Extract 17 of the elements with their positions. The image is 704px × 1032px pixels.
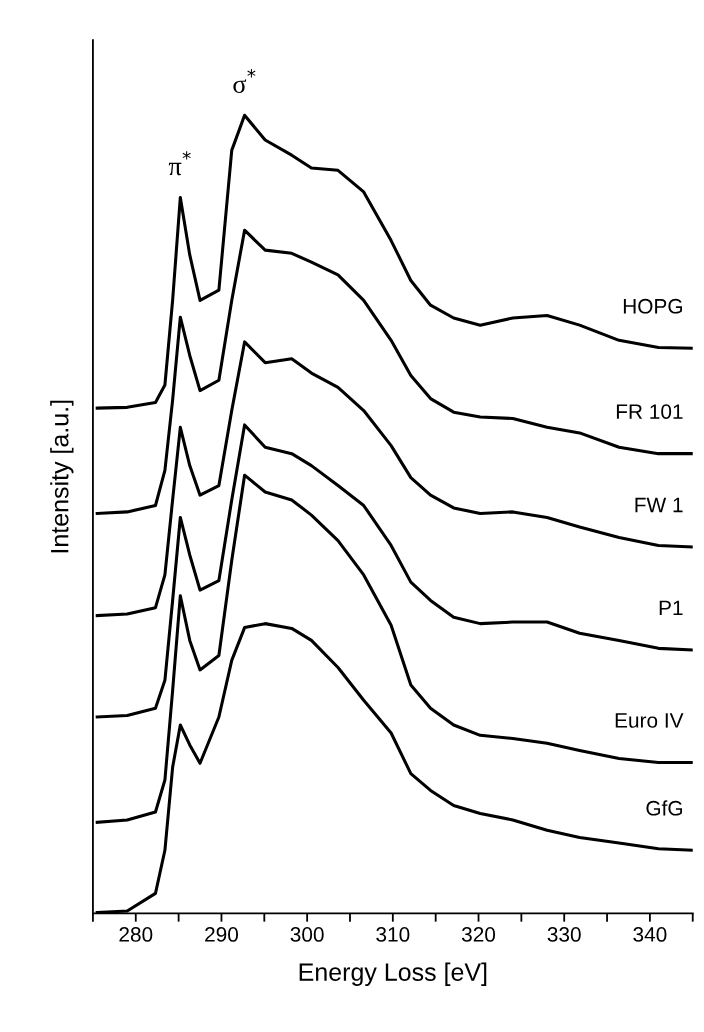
x-tick-label: 310 [376,927,410,942]
x-tick-label: 320 [461,927,496,942]
series-label: Euro IV [615,713,684,728]
series-label: FR 101 [616,404,683,419]
x-tick-label: 290 [205,927,239,942]
x-tick-label: 280 [119,927,153,942]
x-tick-label: 330 [547,927,581,942]
x-tick-label: 300 [290,927,324,942]
series-label: HOPG [623,298,682,314]
series-label: GfG [646,800,682,816]
x-axis-title: Energy Loss [eV] [299,962,487,986]
annotation: σ$^{*}$ [233,68,256,94]
x-tick-label: 340 [633,927,667,942]
y-axis-title: Intensity [a.u.] [50,400,74,553]
series-label: P1 [659,600,683,616]
series-label: FW 1 [635,497,683,513]
annotation: π$^{*}$ [168,151,191,176]
